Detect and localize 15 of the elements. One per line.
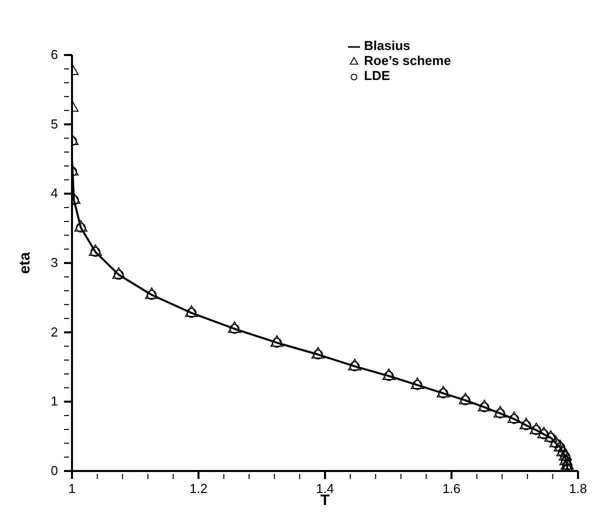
y-tick-label: 5 — [50, 116, 58, 132]
x-tick-label: 1.2 — [189, 481, 208, 496]
y-tick-label: 6 — [50, 47, 58, 62]
y-tick-label: 0 — [50, 463, 58, 478]
x-tick-label: 1 — [68, 481, 76, 496]
y-axis-title: eta — [16, 252, 34, 274]
y-tick-label: 3 — [50, 255, 58, 270]
y-tick-label: 1 — [50, 394, 58, 409]
legend-label: Roe’s scheme — [364, 53, 451, 68]
y-tick-label: 2 — [50, 324, 58, 340]
legend-label: LDE — [364, 68, 390, 83]
x-tick-label: 1.8 — [568, 481, 588, 496]
y-tick-label: 4 — [50, 186, 58, 201]
x-tick-label: 1.6 — [442, 481, 461, 496]
legend-label: Blasius — [364, 38, 410, 53]
